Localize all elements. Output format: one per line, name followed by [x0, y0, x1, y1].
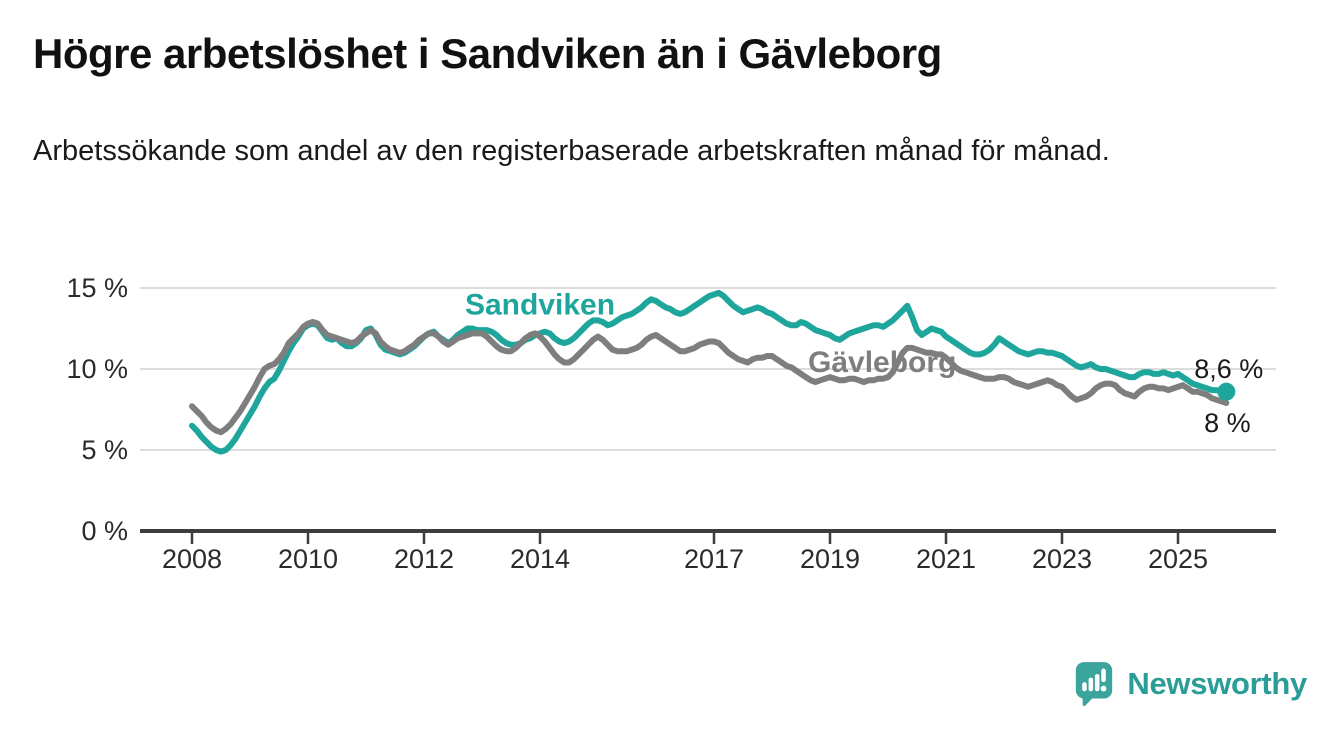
bar-small	[1082, 682, 1088, 692]
series-label-sandviken: Sandviken	[465, 289, 615, 322]
y-tick-label: 0 %	[81, 516, 128, 546]
end-value-label-gävleborg: 8 %	[1204, 408, 1251, 438]
latest-value-dot	[1217, 382, 1236, 401]
bar-large	[1095, 674, 1100, 692]
x-tick-label: 2017	[684, 544, 744, 574]
x-tick-label: 2012	[394, 544, 454, 574]
x-tick-label: 2021	[916, 544, 976, 574]
exclamation-dot	[1101, 685, 1107, 692]
x-tick-label: 2014	[510, 544, 570, 574]
series-line-gävleborg	[189, 319, 1230, 436]
y-tick-label: 15 %	[66, 273, 128, 303]
speech-bubble-shape	[1076, 662, 1113, 707]
x-tick-label: 2008	[162, 544, 222, 574]
series-label-gävleborg: Gävleborg	[808, 346, 956, 379]
y-tick-label: 5 %	[81, 435, 128, 465]
x-tick-label: 2010	[278, 544, 338, 574]
x-tick-label: 2025	[1148, 544, 1208, 574]
brand-footer: Newsworthy	[1074, 660, 1307, 708]
page-title: Högre arbetslöshet i Sandviken än i Gävl…	[33, 30, 942, 77]
newsworthy-logo-icon	[1076, 662, 1113, 707]
x-tick-label: 2019	[800, 544, 860, 574]
unemployment-line-chart: 0 % 5 % 10 % 15 % 2008 2010 2012 2014 2017 2019 20…	[66, 273, 1276, 574]
end-value-label-sandviken: 8,6 %	[1194, 354, 1263, 384]
chart-subtitle: Arbetssökande som andel av den registerb…	[33, 135, 1110, 167]
x-tick-label: 2023	[1032, 544, 1092, 574]
brand-name: Newsworthy	[1127, 666, 1307, 701]
bar-medium	[1088, 677, 1094, 692]
y-tick-label: 10 %	[66, 354, 128, 384]
exclamation-bar	[1101, 668, 1107, 683]
series-line-sandviken	[189, 289, 1230, 455]
